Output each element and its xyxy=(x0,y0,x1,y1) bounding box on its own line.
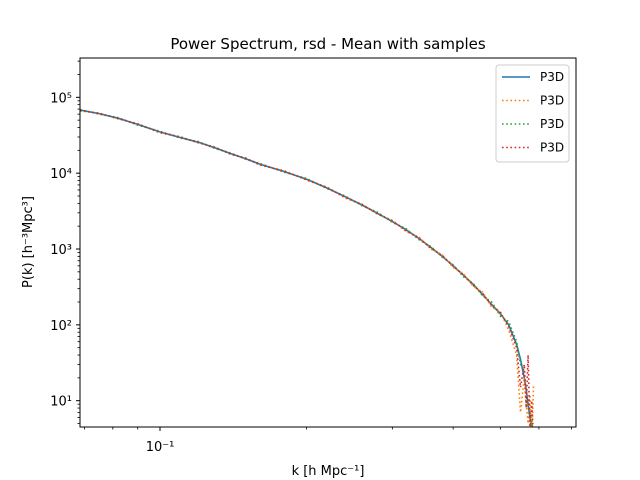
plot-frame xyxy=(79,57,577,428)
series-line-2 xyxy=(80,108,534,427)
y-tick-label-4: 10⁵ xyxy=(50,91,72,106)
y-tick-label-3: 10⁴ xyxy=(50,167,72,182)
legend-label-1: P3D xyxy=(540,94,564,108)
legend-label-3: P3D xyxy=(540,141,564,155)
axes-layer: 10⁻¹ 10¹ 10² 10³ 10⁴ 10⁵ xyxy=(50,57,577,455)
legend-box xyxy=(495,64,570,163)
legend-label-0: P3D xyxy=(540,70,564,84)
legend: P3D P3D P3D P3D xyxy=(495,64,570,163)
y-tick-label-2: 10³ xyxy=(50,243,72,258)
chart-title: Power Spectrum, rsd - Mean with samples xyxy=(170,35,486,53)
y-tick-label-1: 10² xyxy=(50,319,72,334)
y-axis-label: P(k) [h⁻³Mpc³] xyxy=(21,196,36,288)
y-tick-label-0: 10¹ xyxy=(50,395,72,410)
x-tick-label-0: 10⁻¹ xyxy=(146,440,175,455)
series-layer xyxy=(80,108,535,427)
series-line-0 xyxy=(80,109,533,427)
legend-label-2: P3D xyxy=(540,117,564,131)
series-line-3 xyxy=(80,109,534,427)
x-axis-label: k [h Mpc⁻¹] xyxy=(292,464,365,479)
